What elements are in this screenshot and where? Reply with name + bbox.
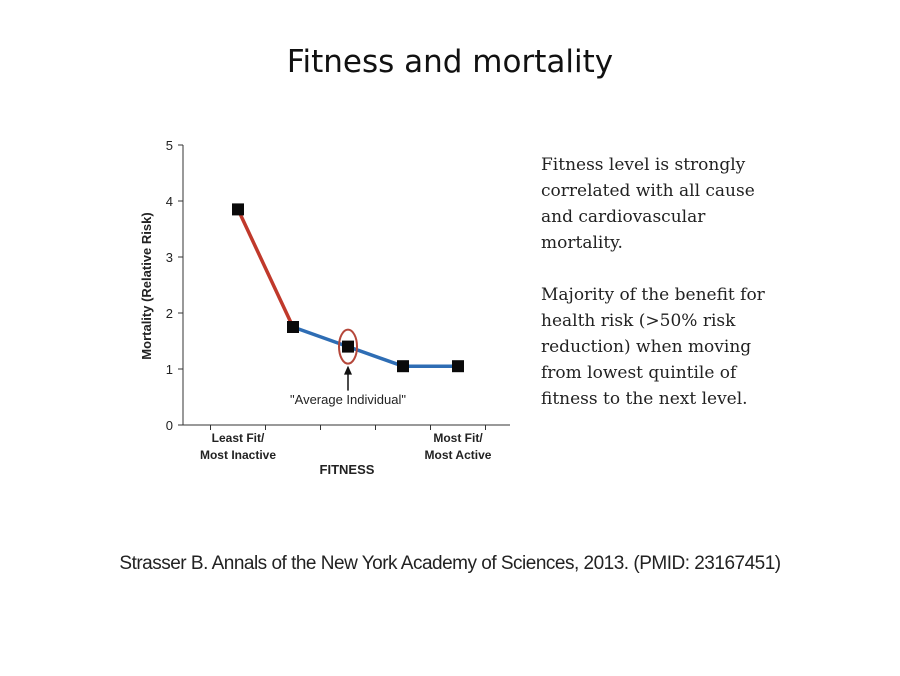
data-point [232, 203, 244, 216]
y-tick-label: 5 [166, 138, 173, 153]
x-tick-label: Most Active [425, 448, 492, 462]
highlight-circle [338, 328, 358, 365]
annotation-arrow-head [344, 365, 352, 375]
y-tick-label: 2 [166, 306, 173, 321]
data-point [397, 360, 409, 373]
note-benefit: Majority of the benefit for health risk … [541, 285, 765, 409]
y-axis-label: Mortality (Relative Risk) [139, 212, 154, 359]
data-point [342, 340, 354, 353]
note-correlation: Fitness level is strongly correlated wit… [541, 155, 755, 253]
annotation-label: "Average Individual" [290, 392, 406, 407]
mortality-line-chart: 0 1 2 3 4 5 Least Fit/Most Inactive Most Fit/M… [139, 138, 510, 477]
slide-title: Fitness and mortality [286, 44, 614, 80]
y-tick-label: 0 [166, 418, 173, 433]
y-tick-label: 4 [166, 194, 173, 209]
x-axis-label: FITNESS [320, 462, 375, 477]
y-tick-label: 3 [166, 250, 173, 265]
x-tick-label: Most Inactive [200, 448, 276, 462]
x-tick-label: Least Fit/ [212, 431, 265, 445]
notes-panel: Fitness level is strongly correlated wit… [541, 152, 791, 438]
data-point [452, 360, 464, 373]
citation: Strasser B. Annals of the New York Acade… [119, 553, 781, 574]
x-tick-label: Most Fit/ [433, 431, 483, 445]
data-point [287, 321, 299, 333]
y-tick-label: 1 [166, 362, 173, 377]
series-line-segment [236, 208, 295, 328]
